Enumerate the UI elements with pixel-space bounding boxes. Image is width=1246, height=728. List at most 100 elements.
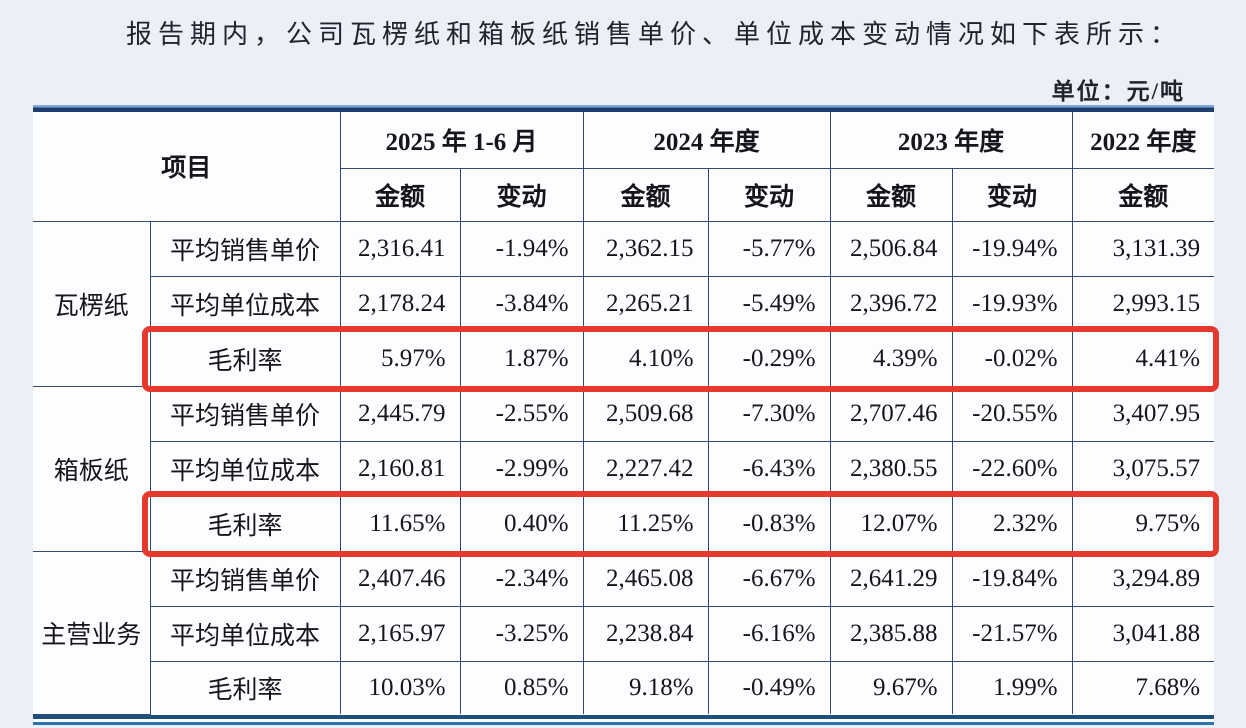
col-header-2022-amount: 金额: [1071, 167, 1215, 222]
table-cell: 2,506.84: [829, 220, 953, 277]
table-cell: 2,160.81: [339, 440, 461, 497]
col-header-2023-change: 变动: [951, 167, 1073, 222]
row-label: 平均销售单价: [149, 385, 341, 442]
table-cell: -2.34%: [459, 550, 584, 607]
group-label-containerboard: 箱板纸: [33, 385, 151, 552]
table-row: 瓦楞纸 平均销售单价 2,316.41 -1.94% 2,362.15 -5.7…: [33, 220, 1215, 387]
header-row-measures: 金额 变动 金额 变动 金额 变动 金额: [33, 167, 1215, 222]
table-cell: -3.25%: [459, 605, 584, 662]
unit-label: 单位：元/吨: [1051, 79, 1185, 104]
table-cell: 3,041.88: [1071, 605, 1215, 662]
table-cell: 2,362.15: [582, 220, 709, 277]
col-header-2024: 2024 年度: [582, 112, 831, 169]
table-cell: -0.02%: [951, 330, 1073, 387]
table-row: 主营业务 平均销售单价 2,407.46 -2.34% 2,465.08 -6.…: [33, 550, 1215, 715]
table-bottom-rule: [33, 714, 1214, 725]
table-cell: -0.29%: [707, 330, 831, 387]
table-cell: 2,316.41: [339, 220, 461, 277]
col-header-2024-change: 变动: [707, 167, 831, 222]
col-header-item: 项目: [33, 112, 341, 222]
table-cell: 2,385.88: [829, 605, 953, 662]
table-cell: 11.65%: [339, 495, 461, 552]
table-cell: 7.68%: [1071, 660, 1215, 714]
table-cell: -20.55%: [951, 385, 1073, 442]
table-cell: 2,465.08: [582, 550, 709, 607]
table-row: 平均单位成本 2,165.97 -3.25% 2,238.84 -6.16% 2…: [33, 605, 1215, 662]
table-cell: 4.10%: [582, 330, 709, 387]
price-cost-table: 项目 2025 年 1-6 月 2024 年度 2023 年度 2022 年度 …: [33, 112, 1215, 715]
table-cell: 2,707.46: [829, 385, 953, 442]
price-cost-table-wrap: 项目 2025 年 1-6 月 2024 年度 2023 年度 2022 年度 …: [33, 105, 1215, 725]
group-label-main-business: 主营业务: [33, 550, 151, 715]
table-cell: -6.43%: [707, 440, 831, 497]
table-cell: 2,178.24: [339, 275, 461, 332]
table-cell: -21.57%: [951, 605, 1073, 662]
table-cell: 2,407.46: [339, 550, 461, 607]
table-cell: -0.49%: [707, 660, 831, 714]
table-cell: 3,407.95: [1071, 385, 1215, 442]
table-cell: 9.67%: [829, 660, 953, 714]
col-header-2025h1-change: 变动: [459, 167, 584, 222]
table-cell: 2,509.68: [582, 385, 709, 442]
row-label: 平均销售单价: [149, 220, 341, 277]
document-title: 报告期内，公司瓦楞纸和箱板纸销售单价、单位成本变动情况如下表所示：: [126, 20, 1183, 49]
col-header-2023: 2023 年度: [829, 112, 1073, 169]
row-label: 平均销售单价: [149, 550, 341, 607]
table-row-gross-margin: 毛利率 11.65% 0.40% 11.25% -0.83% 12.07% 2.…: [33, 495, 1215, 552]
table-cell: 11.25%: [582, 495, 709, 552]
table-cell: -6.16%: [707, 605, 831, 662]
table-row: 平均单位成本 2,160.81 -2.99% 2,227.42 -6.43% 2…: [33, 440, 1215, 497]
table-cell: -19.84%: [951, 550, 1073, 607]
table-cell: 3,294.89: [1071, 550, 1215, 607]
table-cell: 2,396.72: [829, 275, 953, 332]
col-header-2023-amount: 金额: [829, 167, 953, 222]
table-cell: 0.40%: [459, 495, 584, 552]
table-cell: -1.94%: [459, 220, 584, 277]
table-cell: -5.49%: [707, 275, 831, 332]
table-cell: -2.99%: [459, 440, 584, 497]
table-cell: 2.32%: [951, 495, 1073, 552]
table-cell: 1.87%: [459, 330, 584, 387]
table-cell: 0.85%: [459, 660, 584, 714]
table-cell: 9.75%: [1071, 495, 1215, 552]
table-cell: -3.84%: [459, 275, 584, 332]
table-cell: -5.77%: [707, 220, 831, 277]
table-cell: 3,075.57: [1071, 440, 1215, 497]
table-cell: 3,131.39: [1071, 220, 1215, 277]
table-cell: -0.83%: [707, 495, 831, 552]
table-cell: 4.39%: [829, 330, 953, 387]
table-cell: 2,641.29: [829, 550, 953, 607]
table-top-rule: [33, 105, 1214, 112]
table-cell: -2.55%: [459, 385, 584, 442]
table-cell: 2,380.55: [829, 440, 953, 497]
row-label: 平均单位成本: [150, 605, 341, 662]
row-label: 毛利率: [150, 660, 341, 714]
table-cell: 2,227.42: [582, 440, 709, 497]
table-cell: 1.99%: [951, 660, 1073, 714]
col-header-2025h1: 2025 年 1-6 月: [339, 112, 584, 169]
table-cell: -7.30%: [707, 385, 831, 442]
table-cell: 10.03%: [339, 660, 461, 714]
table-cell: -22.60%: [951, 440, 1073, 497]
col-header-2025h1-amount: 金额: [340, 167, 461, 222]
header-row-periods: 项目 2025 年 1-6 月 2024 年度 2023 年度 2022 年度: [33, 112, 1215, 222]
group-label-corrugated-paper: 瓦楞纸: [33, 220, 151, 387]
row-label: 毛利率: [150, 330, 341, 387]
table-cell: 12.07%: [829, 495, 953, 552]
row-label: 平均单位成本: [150, 440, 341, 497]
table-cell: -19.93%: [951, 275, 1073, 332]
table-row: 箱板纸 平均销售单价 2,445.79 -2.55% 2,509.68 -7.3…: [33, 385, 1215, 552]
table-cell: 5.97%: [339, 330, 461, 387]
table-row: 平均单位成本 2,178.24 -3.84% 2,265.21 -5.49% 2…: [33, 275, 1215, 332]
table-cell: 2,238.84: [582, 605, 709, 662]
table-cell: 2,265.21: [582, 275, 709, 332]
row-label: 平均单位成本: [150, 275, 341, 332]
table-row-gross-margin: 毛利率 10.03% 0.85% 9.18% -0.49% 9.67% 1.99…: [33, 660, 1215, 714]
table-row-gross-margin: 毛利率 5.97% 1.87% 4.10% -0.29% 4.39% -0.02…: [33, 330, 1215, 387]
table-cell: -19.94%: [951, 220, 1073, 277]
col-header-2024-amount: 金额: [582, 167, 709, 222]
table-cell: -6.67%: [707, 550, 831, 607]
row-label: 毛利率: [150, 495, 341, 552]
table-cell: 9.18%: [582, 660, 709, 714]
